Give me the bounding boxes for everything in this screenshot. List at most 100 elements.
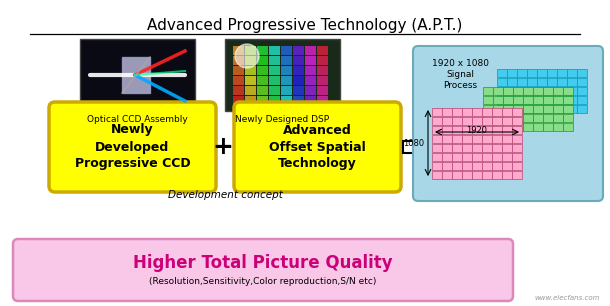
FancyBboxPatch shape — [413, 46, 603, 201]
FancyBboxPatch shape — [517, 77, 526, 86]
FancyBboxPatch shape — [442, 152, 451, 161]
FancyBboxPatch shape — [452, 144, 462, 152]
FancyBboxPatch shape — [483, 122, 492, 131]
FancyBboxPatch shape — [245, 56, 256, 65]
FancyBboxPatch shape — [472, 117, 481, 125]
FancyBboxPatch shape — [563, 122, 573, 131]
FancyBboxPatch shape — [472, 162, 481, 170]
FancyBboxPatch shape — [493, 122, 503, 131]
FancyBboxPatch shape — [553, 87, 562, 95]
FancyBboxPatch shape — [462, 162, 472, 170]
FancyBboxPatch shape — [557, 77, 567, 86]
FancyBboxPatch shape — [317, 46, 328, 55]
FancyBboxPatch shape — [257, 86, 268, 95]
FancyBboxPatch shape — [257, 96, 268, 105]
FancyBboxPatch shape — [253, 125, 261, 139]
FancyBboxPatch shape — [543, 105, 553, 113]
FancyBboxPatch shape — [497, 87, 506, 95]
FancyBboxPatch shape — [503, 95, 512, 104]
FancyBboxPatch shape — [523, 114, 533, 122]
Text: Development concept: Development concept — [168, 190, 282, 200]
FancyBboxPatch shape — [452, 170, 462, 179]
FancyBboxPatch shape — [432, 117, 442, 125]
Text: Advanced
Offset Spatial
Technology: Advanced Offset Spatial Technology — [269, 124, 366, 170]
Text: (Resolution,Sensitivity,Color reproduction,S/N etc): (Resolution,Sensitivity,Color reproducti… — [149, 277, 377, 285]
FancyBboxPatch shape — [567, 87, 576, 95]
FancyBboxPatch shape — [557, 105, 567, 113]
FancyBboxPatch shape — [567, 95, 576, 104]
FancyBboxPatch shape — [527, 95, 537, 104]
FancyBboxPatch shape — [472, 107, 481, 116]
FancyBboxPatch shape — [537, 77, 547, 86]
FancyBboxPatch shape — [483, 95, 492, 104]
FancyBboxPatch shape — [482, 107, 492, 116]
FancyBboxPatch shape — [527, 87, 537, 95]
FancyBboxPatch shape — [563, 105, 573, 113]
FancyBboxPatch shape — [497, 69, 506, 77]
FancyBboxPatch shape — [462, 117, 472, 125]
FancyBboxPatch shape — [452, 117, 462, 125]
FancyBboxPatch shape — [482, 135, 492, 143]
FancyBboxPatch shape — [523, 87, 533, 95]
FancyBboxPatch shape — [452, 125, 462, 134]
FancyBboxPatch shape — [281, 76, 292, 85]
FancyBboxPatch shape — [257, 46, 268, 55]
FancyBboxPatch shape — [533, 95, 542, 104]
FancyBboxPatch shape — [245, 96, 256, 105]
FancyBboxPatch shape — [563, 95, 573, 104]
FancyBboxPatch shape — [472, 125, 481, 134]
FancyBboxPatch shape — [442, 144, 451, 152]
FancyBboxPatch shape — [502, 125, 512, 134]
FancyBboxPatch shape — [557, 95, 567, 104]
FancyBboxPatch shape — [462, 152, 472, 161]
FancyBboxPatch shape — [281, 66, 292, 75]
FancyBboxPatch shape — [432, 144, 442, 152]
Text: +: + — [212, 135, 234, 159]
FancyBboxPatch shape — [13, 239, 513, 301]
FancyBboxPatch shape — [543, 114, 553, 122]
FancyBboxPatch shape — [492, 144, 501, 152]
Polygon shape — [301, 139, 315, 147]
Text: Higher Total Picture Quality: Higher Total Picture Quality — [133, 254, 393, 272]
FancyBboxPatch shape — [134, 125, 142, 139]
FancyBboxPatch shape — [442, 117, 451, 125]
FancyBboxPatch shape — [577, 77, 586, 86]
FancyBboxPatch shape — [527, 77, 537, 86]
FancyBboxPatch shape — [577, 87, 586, 95]
FancyBboxPatch shape — [492, 170, 501, 179]
FancyBboxPatch shape — [537, 95, 547, 104]
FancyBboxPatch shape — [233, 86, 244, 95]
FancyBboxPatch shape — [577, 105, 586, 113]
FancyBboxPatch shape — [281, 56, 292, 65]
FancyBboxPatch shape — [432, 152, 442, 161]
FancyBboxPatch shape — [512, 152, 522, 161]
FancyBboxPatch shape — [512, 170, 522, 179]
FancyBboxPatch shape — [537, 105, 547, 113]
FancyBboxPatch shape — [497, 95, 506, 104]
Circle shape — [235, 44, 259, 68]
FancyBboxPatch shape — [563, 114, 573, 122]
FancyBboxPatch shape — [493, 105, 503, 113]
FancyBboxPatch shape — [442, 170, 451, 179]
FancyBboxPatch shape — [442, 135, 451, 143]
Polygon shape — [250, 139, 264, 147]
FancyBboxPatch shape — [533, 105, 542, 113]
FancyBboxPatch shape — [502, 162, 512, 170]
FancyBboxPatch shape — [269, 56, 280, 65]
FancyBboxPatch shape — [502, 117, 512, 125]
FancyBboxPatch shape — [305, 66, 316, 75]
FancyBboxPatch shape — [512, 135, 522, 143]
FancyBboxPatch shape — [527, 105, 537, 113]
FancyBboxPatch shape — [305, 86, 316, 95]
FancyBboxPatch shape — [245, 46, 256, 55]
FancyBboxPatch shape — [513, 122, 523, 131]
FancyBboxPatch shape — [502, 152, 512, 161]
FancyBboxPatch shape — [317, 96, 328, 105]
FancyBboxPatch shape — [442, 162, 451, 170]
FancyBboxPatch shape — [553, 114, 562, 122]
FancyBboxPatch shape — [257, 56, 268, 65]
FancyBboxPatch shape — [432, 170, 442, 179]
FancyBboxPatch shape — [305, 56, 316, 65]
FancyBboxPatch shape — [293, 76, 304, 85]
FancyBboxPatch shape — [502, 107, 512, 116]
